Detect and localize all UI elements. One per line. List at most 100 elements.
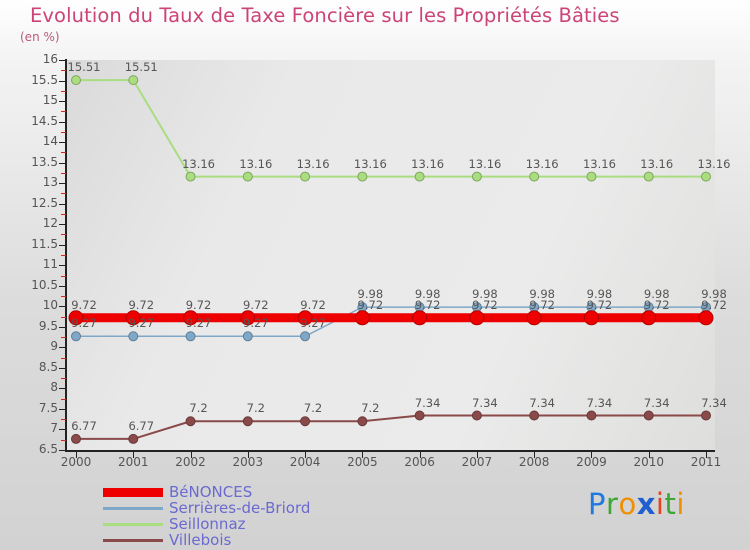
y-axis-label: 7.5 — [38, 400, 58, 415]
data-point-label: 9.72 — [243, 297, 269, 312]
y-axis-minor-tick — [61, 255, 66, 256]
y-axis-minor-tick — [61, 131, 66, 133]
x-axis-label: 2011 — [690, 455, 722, 469]
y-axis-minor-tick — [61, 193, 66, 195]
data-point-label: 9.72 — [414, 297, 441, 312]
data-point-label: 13.16 — [582, 156, 616, 171]
logo-letter: r — [606, 487, 619, 521]
y-axis-tick — [59, 244, 66, 246]
x-axis-tick — [305, 452, 307, 458]
data-point-label: 9.72 — [472, 297, 498, 312]
y-axis-tick — [59, 265, 66, 267]
y-axis-tick — [59, 162, 66, 164]
y-axis-tick — [59, 203, 66, 205]
data-point-label: 7.34 — [643, 395, 670, 410]
x-axis-line — [65, 450, 715, 452]
y-axis-label: 15.5 — [31, 72, 58, 87]
x-axis-label: 2009 — [576, 455, 607, 469]
y-axis-label: 6.5 — [38, 442, 58, 456]
x-axis-tick — [648, 452, 650, 458]
data-point-label: 9.98 — [529, 287, 555, 302]
data-point-label: 7.34 — [529, 395, 555, 410]
y-axis-minor-tick — [61, 439, 66, 441]
y-axis-label: 10 — [42, 298, 58, 313]
data-point-label: 9.98 — [586, 287, 613, 302]
y-axis-minor-tick — [61, 419, 66, 421]
x-axis-label: 2003 — [232, 455, 264, 469]
y-axis-tick — [59, 101, 66, 103]
y-axis-tick — [59, 367, 66, 369]
y-axis-tick — [59, 285, 66, 287]
data-point-label: 7.34 — [586, 395, 613, 410]
y-axis-minor-tick — [61, 398, 66, 400]
y-axis-label: 15 — [42, 93, 58, 108]
y-axis-label: 9.5 — [38, 318, 58, 333]
data-point-label: 9.98 — [472, 287, 498, 302]
legend-label: Serrières-de-Briord — [169, 498, 311, 517]
data-point-label: 9.72 — [586, 297, 613, 312]
data-point-label: 7.34 — [701, 395, 727, 410]
logo-letter: i — [676, 487, 685, 521]
data-point-label: 7.34 — [414, 395, 441, 410]
y-axis-tick — [59, 121, 66, 123]
legend-item[interactable]: BéNONCES — [103, 484, 433, 500]
legend-swatch — [103, 538, 163, 542]
y-axis-minor-tick — [61, 275, 66, 277]
chart-unit-label: (en %) — [20, 30, 60, 44]
data-point-label: 9.98 — [357, 287, 384, 302]
y-axis-tick — [59, 80, 66, 82]
proxiti-logo: Proxiti — [588, 487, 685, 521]
data-point-label: 9.72 — [643, 297, 670, 312]
data-point-label: 7.2 — [361, 401, 380, 416]
data-point-label: 15.51 — [124, 60, 158, 75]
y-axis-label: 13 — [42, 175, 58, 190]
y-axis-label: 8.5 — [38, 359, 58, 374]
x-axis-tick — [591, 452, 593, 458]
data-point-label: 9.27 — [71, 316, 97, 331]
data-point-label: 9.27 — [185, 316, 212, 331]
data-point-label: 6.77 — [71, 418, 97, 433]
y-axis-tick — [59, 183, 66, 185]
plot-area — [66, 60, 715, 450]
data-point-label: 13.16 — [353, 156, 387, 171]
y-axis-minor-tick — [61, 234, 66, 236]
data-point-label: 13.16 — [697, 156, 731, 171]
x-axis-label: 2000 — [60, 455, 92, 469]
logo-letter: P — [588, 487, 606, 521]
y-axis-label: 11 — [42, 257, 58, 272]
x-axis-tick — [419, 452, 421, 458]
legend-swatch — [103, 522, 163, 526]
y-axis-tick — [59, 450, 66, 451]
data-point-label: 9.72 — [357, 297, 384, 312]
data-point-label: 9.98 — [643, 287, 670, 302]
y-axis-minor-tick — [61, 90, 66, 92]
x-axis-tick — [76, 452, 77, 458]
legend-swatch — [103, 506, 163, 510]
legend-item[interactable]: Villebois — [103, 532, 433, 548]
legend-item[interactable]: Seillonnaz — [103, 516, 433, 532]
y-axis-tick — [59, 224, 66, 226]
y-axis-line — [65, 59, 67, 451]
data-point-label: 13.16 — [239, 156, 273, 171]
y-axis-label: 10.5 — [31, 277, 58, 292]
logo-letter: x — [636, 487, 656, 521]
data-point-label: 13.16 — [411, 156, 445, 171]
legend-item[interactable]: Serrières-de-Briord — [103, 500, 433, 516]
data-point-label: 7.2 — [189, 401, 208, 416]
x-axis-tick — [190, 452, 192, 458]
data-point-label: 9.72 — [71, 297, 97, 312]
y-axis-minor-tick — [61, 152, 66, 154]
data-point-label: 9.72 — [529, 297, 555, 312]
x-axis-label: 2001 — [117, 455, 149, 469]
y-axis-label: 13.5 — [31, 154, 58, 169]
legend-swatch — [103, 487, 163, 497]
logo-letter: o — [618, 487, 637, 521]
x-axis-label: 2005 — [347, 455, 378, 469]
x-axis-label: 2002 — [175, 455, 206, 469]
x-axis-label: 2006 — [404, 455, 435, 469]
data-point-label: 13.16 — [640, 156, 674, 171]
data-point-label: 13.16 — [525, 156, 559, 171]
data-point-label: 9.27 — [300, 316, 326, 331]
data-point-label: 9.72 — [300, 297, 326, 312]
x-axis-tick — [133, 452, 135, 458]
